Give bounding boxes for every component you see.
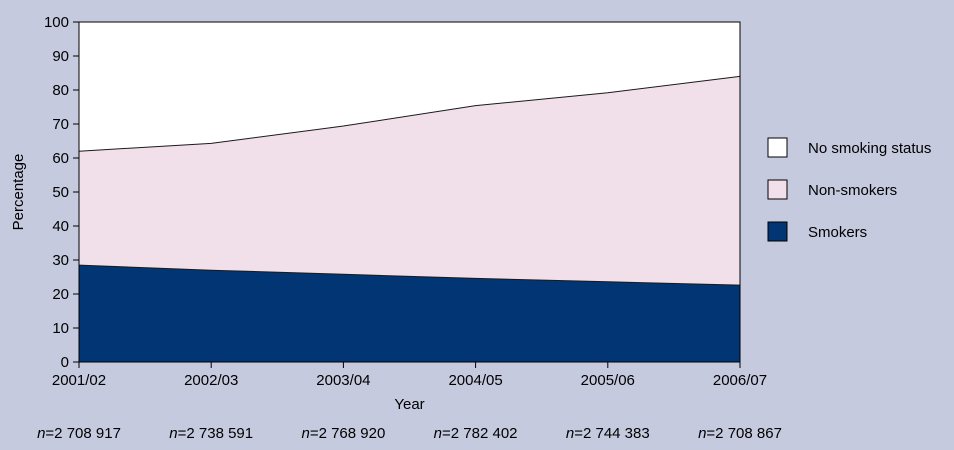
y-tick-label: 40 xyxy=(52,218,69,235)
x-axis-title: Year xyxy=(394,396,424,413)
y-tick-label: 60 xyxy=(52,150,69,167)
sample-size-label: n=2 738 591 xyxy=(169,425,253,442)
y-axis-title: Percentage xyxy=(10,154,27,231)
series-line-smokers xyxy=(78,264,741,286)
x-tick-label: 2001/02 xyxy=(52,372,106,389)
x-tick-label: 2005/06 xyxy=(581,372,635,389)
legend-swatch-no-smoking-status xyxy=(767,137,788,158)
x-tick-label: 2004/05 xyxy=(448,372,502,389)
y-tick-label: 100 xyxy=(44,14,69,31)
y-tick-label: 20 xyxy=(52,286,69,303)
legend-swatch-smokers xyxy=(767,221,788,242)
area-non-smokers xyxy=(79,76,740,286)
sample-size-label: n=2 782 402 xyxy=(434,425,518,442)
y-tick-label: 50 xyxy=(52,184,69,201)
legend-label-no-smoking-status: No smoking status xyxy=(808,140,931,157)
area-no-smoking-status xyxy=(79,22,740,152)
y-tick-label: 90 xyxy=(52,48,69,65)
series-line-non-smokers xyxy=(78,75,741,152)
sample-size-label: n=2 708 867 xyxy=(698,425,782,442)
y-tick-label: 70 xyxy=(52,116,69,133)
x-tick-label: 2006/07 xyxy=(713,372,767,389)
y-tick-label: 30 xyxy=(52,252,69,269)
sample-size-label: n=2 744 383 xyxy=(566,425,650,442)
x-tick-label: 2003/04 xyxy=(316,372,370,389)
legend-swatch-non-smokers xyxy=(767,179,788,200)
y-tick-label: 10 xyxy=(52,320,69,337)
area-smokers xyxy=(79,265,740,362)
legend-label-non-smokers: Non-smokers xyxy=(808,182,897,199)
y-tick-label: 80 xyxy=(52,82,69,99)
sample-size-label: n=2 708 917 xyxy=(37,425,121,442)
legend-label-smokers: Smokers xyxy=(808,224,867,241)
x-tick-label: 2002/03 xyxy=(184,372,238,389)
sample-size-label: n=2 768 920 xyxy=(301,425,385,442)
y-tick-label: 0 xyxy=(61,354,69,371)
